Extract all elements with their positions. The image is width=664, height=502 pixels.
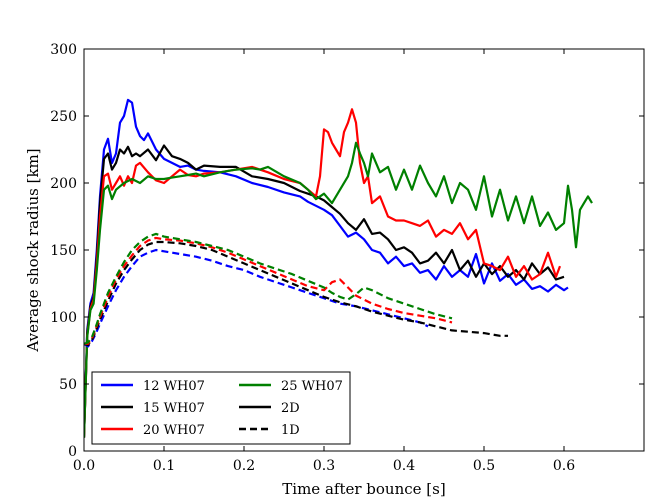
axis-ticks: 0.0 0.1 0.2 0.3 0.4 0.5 0.6 0 50 100 150 200 250 300 <box>50 42 644 474</box>
y-tick-label: 0 <box>68 444 77 460</box>
x-tick-label: 0.2 <box>233 458 255 474</box>
y-tick-label: 200 <box>50 176 77 192</box>
y-tick-label: 50 <box>59 377 77 393</box>
series-line-25-wh07-2d <box>84 141 593 438</box>
y-tick-label: 100 <box>50 310 77 326</box>
y-axis-title: Average shock radius [km] <box>24 148 42 352</box>
plot-area <box>84 98 593 438</box>
series-line-15-wh07-1d <box>84 240 508 347</box>
legend-label: 25 WH07 <box>281 379 343 394</box>
x-tick-label: 0.4 <box>393 458 415 474</box>
legend: 12 WH07 15 WH07 20 WH07 25 WH07 2D 1D <box>91 371 351 445</box>
series-line-12-wh07-2d <box>84 98 569 438</box>
legend-box <box>91 371 351 445</box>
series-line-12-wh07-1d <box>84 248 429 348</box>
legend-label: 2D <box>281 401 300 416</box>
x-tick-label: 0.0 <box>73 458 95 474</box>
y-tick-label: 300 <box>50 42 77 58</box>
legend-label: 15 WH07 <box>143 401 205 416</box>
y-tick-label: 150 <box>50 243 77 259</box>
legend-label: 12 WH07 <box>143 379 205 394</box>
legend-label: 20 WH07 <box>143 423 205 438</box>
x-tick-label: 0.5 <box>473 458 495 474</box>
series-line-20-wh07-1d <box>84 236 453 345</box>
series-line-25-wh07-1d <box>84 232 453 345</box>
x-tick-label: 0.6 <box>553 458 575 474</box>
y-tick-label: 250 <box>50 109 77 125</box>
legend-label: 1D <box>281 423 300 438</box>
x-axis-title: Time after bounce [s] <box>282 480 445 498</box>
x-tick-label: 0.1 <box>153 458 175 474</box>
x-tick-label: 0.3 <box>313 458 335 474</box>
